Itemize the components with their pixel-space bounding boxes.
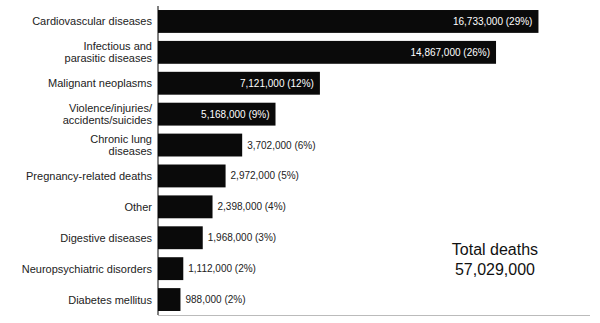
data-label: 2,398,000 (4%) [218,201,286,212]
y-tick-label: Digestive diseases [60,232,152,244]
data-label: 1,968,000 (3%) [208,232,276,243]
y-tick-label: Diabetes mellitus [68,294,152,306]
bar [158,134,242,157]
bars [158,10,538,311]
y-tick-label: Malignant neoplasms [48,77,152,89]
y-tick-label: Violence/injuries/accidents/suicides [63,102,153,126]
bar [158,72,320,95]
annotation: Total deaths 57,029,000 [452,241,538,278]
y-tick-label: Cardiovascular diseases [32,15,152,27]
chart: 16,733,000 (29%) 14,867,000 (26%) 7,121,00… [0,0,600,323]
bar [158,195,213,218]
bar [158,10,538,33]
bar [158,103,276,126]
bar [158,165,226,188]
data-label: 2,972,000 (5%) [231,170,299,181]
data-label: 1,112,000 (2%) [188,263,256,274]
y-tick-label: Chronic lungdiseases [90,133,152,157]
y-tick-labels: Cardiovascular diseases Infectious andpar… [22,15,153,305]
annotation-text: 57,029,000 [455,261,535,278]
data-label: 3,702,000 (6%) [247,140,315,151]
y-tick-label: Other [124,201,152,213]
bar [158,288,180,311]
bar [158,226,203,249]
data-label: 14,867,000 (26%) [411,47,491,58]
y-axis-line [158,6,159,315]
y-tick-label: Infectious andparasitic diseases [65,40,153,64]
y-tick-label: Neuropsychiatric disorders [22,263,153,275]
data-label: 988,000 (2%) [185,294,245,305]
data-label: 5,168,000 (9%) [201,109,269,120]
data-label: 16,733,000 (29%) [453,16,533,27]
data-label: 7,121,000 (12%) [240,78,314,89]
annotation-text: Total deaths [452,241,538,258]
y-tick-label: Pregnancy-related deaths [26,170,152,182]
bar [158,41,496,64]
x-axis-line [158,315,590,316]
bar [158,257,183,280]
